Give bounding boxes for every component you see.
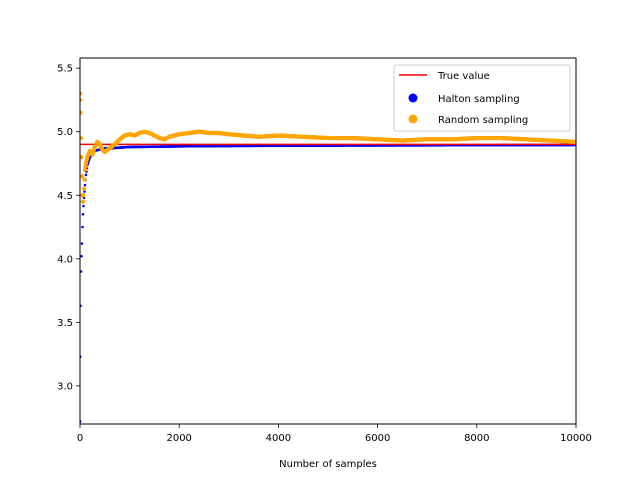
random-point	[82, 167, 88, 172]
y-tick-label: 4.5	[57, 191, 73, 202]
y-tick-label: 5.0	[57, 127, 73, 138]
random-point	[80, 135, 84, 141]
legend-true-value-label: True value	[437, 71, 490, 82]
x-axis-label: Number of samples	[279, 459, 377, 470]
series-random-sampling	[80, 91, 576, 204]
random-point	[81, 186, 87, 191]
x-tick-label: 0	[77, 433, 83, 444]
x-tick-label: 10000	[560, 433, 592, 444]
random-point	[81, 193, 86, 198]
x-tick-label: 8000	[464, 433, 489, 444]
y-tick-label: 3.5	[57, 318, 73, 329]
halton-point	[80, 242, 84, 245]
halton-point	[84, 173, 88, 177]
random-point	[80, 174, 85, 179]
random-point	[80, 97, 83, 103]
y-tick-label: 5.5	[57, 64, 73, 75]
random-point	[80, 199, 86, 204]
halton-point	[81, 225, 84, 229]
random-point	[80, 155, 84, 160]
halton-point	[80, 270, 83, 273]
random-point	[83, 164, 88, 169]
x-tick-label: 2000	[166, 433, 191, 444]
legend-halton-label: Halton sampling	[438, 94, 520, 105]
halton-point	[81, 213, 85, 216]
random-point	[80, 110, 83, 115]
halton-point	[83, 183, 87, 187]
random-point	[573, 139, 576, 144]
halton-point	[80, 254, 83, 258]
random-point	[80, 91, 83, 96]
legend-random-label: Random sampling	[438, 115, 528, 126]
legend-random-swatch	[408, 114, 418, 124]
legend: True value Halton sampling Random sampli…	[393, 64, 571, 132]
legend-box	[393, 64, 571, 132]
y-tick-label: 4.0	[57, 254, 73, 265]
x-tick-label: 6000	[365, 433, 390, 444]
halton-point	[82, 204, 85, 208]
random-point	[82, 177, 87, 182]
x-tick-label: 4000	[266, 433, 291, 444]
y-tick-label: 3.0	[57, 381, 73, 392]
plot-frame	[79, 57, 577, 425]
legend-halton-swatch	[408, 93, 418, 103]
